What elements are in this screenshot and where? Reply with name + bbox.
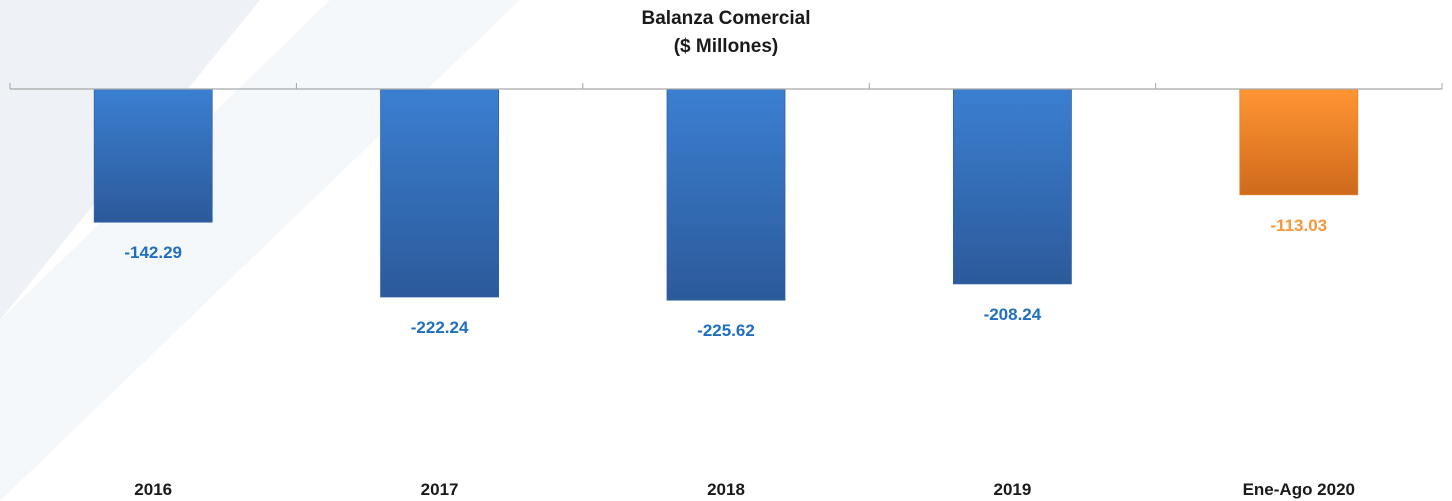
data-label: -222.24 [411,318,469,337]
bar-ene-ago-2020 [1239,88,1359,196]
category-label: Ene-Ago 2020 [1243,480,1355,499]
data-label: -142.29 [124,243,182,262]
data-label: -208.24 [984,305,1042,324]
bar-2017 [380,88,500,298]
chart-title: Balanza Comercial [641,8,811,29]
chart-subtitle: ($ Millones) [673,36,779,57]
data-label: -225.62 [697,321,755,340]
category-label: 2017 [421,480,459,499]
category-label: 2019 [993,480,1031,499]
category-label: 2018 [707,480,745,499]
category-label: 2016 [134,480,172,499]
bar-2018 [666,88,786,301]
bar-2016 [93,88,213,223]
bar-2019 [953,88,1072,285]
data-label: -113.03 [1270,216,1327,235]
